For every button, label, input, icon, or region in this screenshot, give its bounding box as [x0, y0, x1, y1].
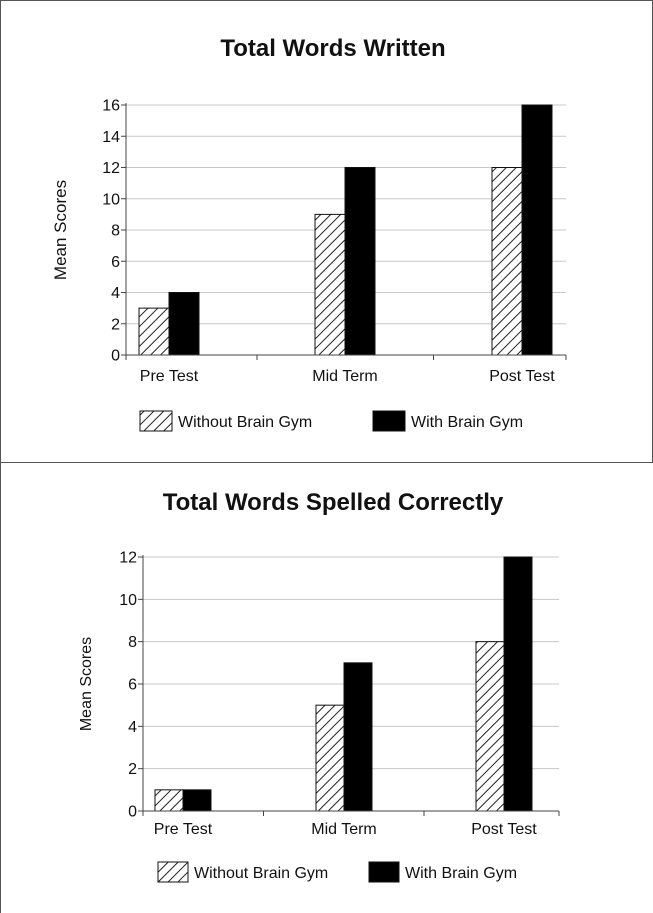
y-tick-label: 8	[128, 634, 137, 651]
legend-label-with-brain-gym: With Brain Gym	[405, 865, 517, 882]
legend-swatch-without-brain-gym	[139, 410, 173, 432]
bar-with-brain-gym-mid-term	[343, 662, 373, 812]
x-tick-label-post-test: Post Test	[471, 821, 537, 838]
y-tick-label: 16	[102, 98, 120, 115]
y-tick-label: 2	[128, 761, 137, 778]
chart-total-words-written: Total Words Written 0 2 4 6 8 10 12 14 16 Pre Test…	[51, 35, 567, 432]
y-tick-label: 2	[111, 316, 120, 333]
y-tick-label: 6	[128, 677, 137, 694]
legend-swatch-without-brain-gym	[157, 861, 189, 883]
legend-label-with-brain-gym: With Brain Gym	[411, 414, 523, 431]
legend-swatch-with-brain-gym	[368, 861, 400, 883]
bar-with-brain-gym-pre-test	[182, 789, 212, 812]
y-tick-label: 12	[102, 160, 120, 177]
y-tick-label: 0	[128, 804, 137, 821]
bar-with-brain-gym-pre-test	[168, 292, 200, 356]
y-tick-label: 8	[111, 223, 120, 240]
y-tick-label: 6	[111, 254, 120, 271]
y-tick-label: 4	[128, 719, 137, 736]
chart-total-words-spelled-correctly: Total Words Spelled Correctly 0 2 4 6 8 10 12 Pr…	[78, 489, 560, 883]
y-tick-label: 0	[111, 348, 120, 365]
y-tick-label: 10	[119, 592, 137, 609]
x-tick-label-mid-term: Mid Term	[312, 368, 378, 385]
bar-without-brain-gym-pre-test	[138, 307, 170, 356]
legend-label-without-brain-gym: Without Brain Gym	[194, 865, 328, 882]
legend-swatch-with-brain-gym	[372, 410, 406, 432]
bar-without-brain-gym-pre-test	[154, 789, 184, 812]
y-axis-label: Mean Scores	[51, 180, 70, 280]
legend-label-without-brain-gym: Without Brain Gym	[178, 414, 312, 431]
bar-with-brain-gym-post-test	[503, 556, 533, 812]
y-tick-label: 4	[111, 285, 120, 302]
bar-with-brain-gym-post-test	[521, 104, 553, 356]
x-tick-label-pre-test: Pre Test	[154, 821, 213, 838]
chart-title: Total Words Written	[220, 35, 445, 62]
x-tick-label-post-test: Post Test	[489, 368, 555, 385]
bar-without-brain-gym-mid-term	[314, 213, 346, 356]
y-tick-label: 14	[102, 129, 120, 146]
x-tick-label-pre-test: Pre Test	[140, 368, 199, 385]
x-tick-label-mid-term: Mid Term	[311, 821, 377, 838]
y-axis-label: Mean Scores	[78, 637, 95, 731]
bar-without-brain-gym-post-test	[491, 167, 523, 356]
bar-with-brain-gym-mid-term	[344, 167, 376, 356]
chart-title: Total Words Spelled Correctly	[163, 489, 504, 516]
bar-without-brain-gym-mid-term	[315, 704, 345, 812]
bar-without-brain-gym-post-test	[475, 641, 505, 812]
y-tick-label: 12	[119, 550, 137, 567]
y-tick-label: 10	[102, 191, 120, 208]
